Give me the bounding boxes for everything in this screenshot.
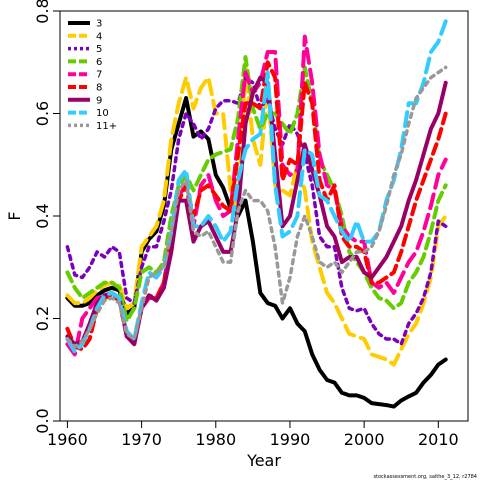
series-line-6 bbox=[65, 55, 448, 324]
legend-label: 7 bbox=[96, 70, 102, 81]
x-tick-label: 1980 bbox=[195, 430, 236, 449]
series-lines bbox=[65, 19, 448, 409]
x-tick-label: 2000 bbox=[344, 430, 385, 449]
legend-label: 6 bbox=[96, 57, 102, 68]
y-axis-title: F bbox=[5, 211, 24, 220]
x-tick-label: 2010 bbox=[418, 430, 459, 449]
y-tick-label: 0.4 bbox=[33, 203, 52, 228]
y-tick-label: 0.2 bbox=[33, 306, 52, 331]
legend-label: 8 bbox=[96, 83, 102, 94]
series-line-5 bbox=[65, 75, 448, 346]
y-tick-label: 0.0 bbox=[33, 408, 52, 433]
legend-label: 9 bbox=[96, 95, 102, 106]
series-line-4 bbox=[65, 65, 448, 367]
y-tick-label: 0.6 bbox=[33, 101, 52, 126]
x-axis: 1960 1970 1980 1990 2000 2010 bbox=[47, 420, 459, 449]
legend: 34 5 6 7 89 10 11+ bbox=[68, 19, 117, 132]
series-line-9 bbox=[65, 75, 448, 347]
legend-label: 11+ bbox=[96, 121, 117, 132]
credit-note: stockassessment.org, saithe_3_12, r2784 bbox=[373, 474, 477, 480]
legend-label: 3 bbox=[96, 19, 102, 30]
legend-label: 5 bbox=[96, 44, 102, 55]
y-axis: 0.0 0.2 0.4 0.6 0.8 bbox=[33, 0, 60, 434]
x-tick-label: 1990 bbox=[270, 430, 311, 449]
x-tick-label: 1960 bbox=[47, 430, 88, 449]
legend-label: 10 bbox=[96, 108, 109, 119]
y-tick-label: 0.8 bbox=[33, 0, 52, 24]
legend-label: 4 bbox=[96, 31, 102, 42]
x-tick-label: 1970 bbox=[121, 430, 162, 449]
x-axis-title: Year bbox=[246, 451, 281, 470]
series-line-11plus bbox=[65, 65, 448, 349]
